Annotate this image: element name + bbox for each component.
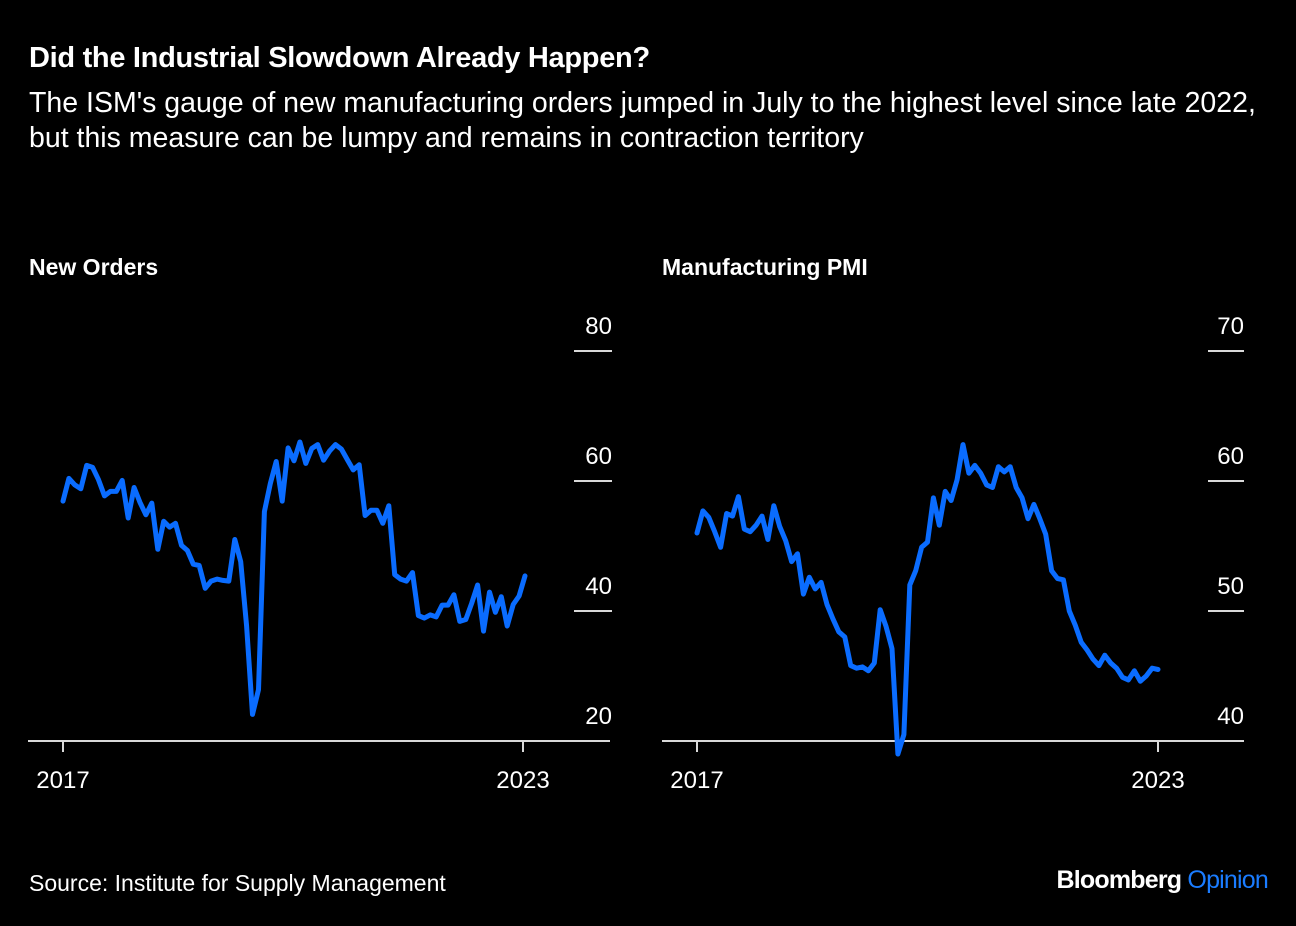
x-tick-label: 2017 [670,767,723,794]
series-line-new-orders [60,439,528,717]
chart-title: Did the Industrial Slowdown Already Happ… [29,42,650,74]
brand-accent: Opinion [1187,866,1268,894]
chart-subtitle: The ISM's gauge of new manufacturing ord… [29,87,1256,154]
y-tick-label: 40 [1217,703,1244,730]
x-tick-label: 2017 [36,767,89,794]
y-tick-label: 40 [585,573,612,600]
y-tick-label: 60 [585,443,612,470]
y-tick-label: 80 [585,313,612,340]
panel-title-new-orders: New Orders [29,254,159,280]
series-line-manufacturing-pmi [694,442,1161,757]
y-tick-label: 60 [1217,443,1244,470]
panel-title-manufacturing-pmi: Manufacturing PMI [662,254,868,280]
y-tick-label: 70 [1217,313,1244,340]
brand-logo: Bloomberg Opinion [1056,866,1269,895]
source-note: Source: Institute for Supply Management [29,870,446,896]
x-tick-label: 2023 [496,767,549,794]
y-tick-label: 50 [1217,573,1244,600]
brand-main: Bloomberg [1056,866,1183,894]
x-tick-label: 2023 [1131,767,1184,794]
y-tick-label: 20 [585,703,612,730]
